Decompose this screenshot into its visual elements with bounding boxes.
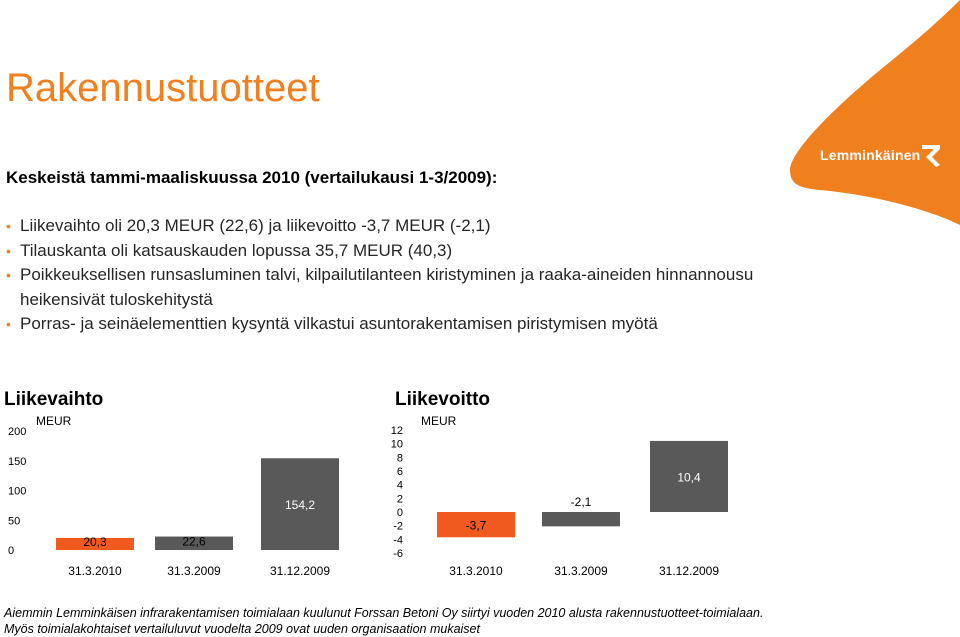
data-label: 20,3 <box>83 535 107 549</box>
bar <box>437 512 515 538</box>
revenue-chart: MEUR 0 50 100 150 200 20,3 31.3.2010 22,6 31.3.20… <box>8 414 339 578</box>
footnote-line: Myös toimialakohtaiset vertailuluvut vuo… <box>4 622 480 636</box>
bullet-item: • Poikkeuksellisen runsasluminen talvi, k… <box>6 263 760 312</box>
section-heading: Keskeistä tammi-maaliskuussa 2010 (verta… <box>6 168 498 187</box>
y-tick-label: 0 <box>397 507 403 519</box>
page-title: Rakennustuotteet <box>6 66 320 110</box>
bar <box>261 458 339 550</box>
bullet-icon: • <box>6 218 11 234</box>
bar <box>56 537 134 550</box>
x-tick-label: 31.3.2010 <box>68 564 122 578</box>
y-tick-label: 6 <box>397 466 403 478</box>
bullet-icon: • <box>6 267 11 283</box>
bullet-text: Poikkeuksellisen runsasluminen talvi, ki… <box>20 265 754 309</box>
corner-shape <box>790 0 960 225</box>
x-tick-label: 31.3.2009 <box>554 564 608 578</box>
y-tick-label: 150 <box>8 456 26 468</box>
y-tick-label: 10 <box>391 439 403 451</box>
bullet-list: • Liikevaihto oli 20,3 MEUR (22,6) ja lii… <box>6 214 806 337</box>
bullet-item: • Liikevaihto oli 20,3 MEUR (22,6) ja lii… <box>6 214 806 239</box>
bullet-item: • Tilauskanta oli katsauskauden lopussa 3… <box>6 239 806 264</box>
logo-text: Lemminkäinen <box>820 147 921 163</box>
y-tick-label: 100 <box>8 486 26 498</box>
y-tick-label: 0 <box>8 545 14 557</box>
bullet-item: • Porras- ja seinäelementtien kysyntä vil… <box>6 312 806 337</box>
bullet-icon: • <box>6 242 11 259</box>
chart-title-revenue: Liikevaihto <box>4 389 104 410</box>
y-tick-label: 8 <box>397 452 403 464</box>
footnotes: Aiemmin Lemminkäisen infrarakentamisen t… <box>4 605 763 637</box>
y-tick-label: 200 <box>8 426 26 438</box>
unit-label: MEUR <box>36 414 72 428</box>
data-label: -3,7 <box>466 519 487 533</box>
data-label: 154,2 <box>285 498 315 512</box>
unit-label: MEUR <box>421 414 457 428</box>
bullet-text: Liikevaihto oli 20,3 MEUR (22,6) ja liik… <box>20 216 491 235</box>
x-tick-label: 31.12.2009 <box>659 564 719 578</box>
logo-mark-icon <box>922 145 940 167</box>
operating-profit-chart: MEUR -6 -4-2 0 24 6 810 12 -3,7 31.3.2010 -2,1 31.3… <box>391 414 728 578</box>
company-logo: Lemminkäinen <box>820 143 945 169</box>
data-label: 10,4 <box>677 470 701 484</box>
x-tick-label: 31.3.2010 <box>449 564 503 578</box>
y-tick-label: -2 <box>393 521 403 533</box>
y-tick-label: 2 <box>397 493 403 505</box>
bullet-icon: • <box>6 316 11 332</box>
x-tick-label: 31.12.2009 <box>270 564 330 578</box>
bar <box>155 536 233 550</box>
y-tick-label: 50 <box>8 515 20 527</box>
footnote-line: Aiemmin Lemminkäisen infrarakentamisen t… <box>4 606 764 620</box>
bullet-text: Tilauskanta oli katsauskauden lopussa 35… <box>20 240 453 260</box>
x-tick-label: 31.3.2009 <box>167 564 221 578</box>
bullet-text: Porras- ja seinäelementtien kysyntä vilk… <box>20 314 658 333</box>
corner-decoration <box>790 0 960 225</box>
data-label: -2,1 <box>571 495 592 509</box>
data-label: 22,6 <box>182 534 206 548</box>
bar <box>542 512 620 527</box>
y-tick-label: 4 <box>397 480 403 492</box>
chart-title-operating-profit: Liikevoitto <box>395 389 491 410</box>
y-tick-label: 12 <box>391 425 403 437</box>
y-tick-label: -4 <box>393 534 403 546</box>
y-tick-label: -6 <box>393 548 403 560</box>
bar <box>650 440 728 512</box>
